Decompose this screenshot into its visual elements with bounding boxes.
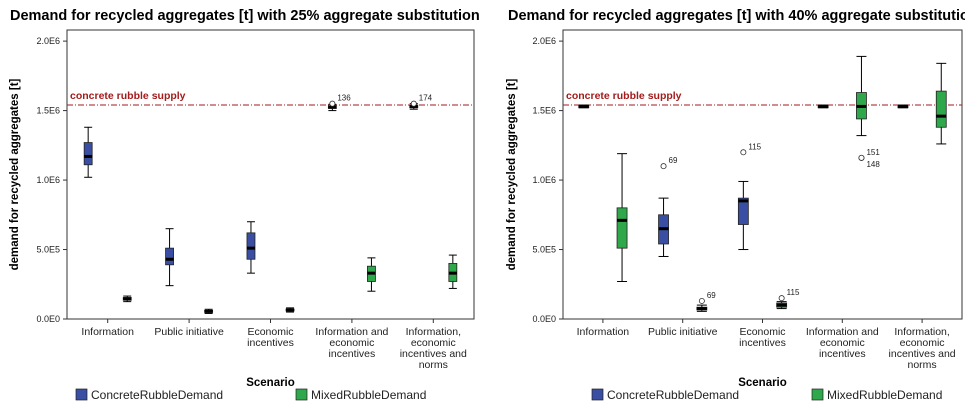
chart1-y-tick-label: 5.0E5 [36,245,60,255]
chart1-category-label: Information and [315,326,388,338]
chart2-outlier-label: 69 [707,291,716,300]
chart1-y-tick-label: 2.0E6 [36,36,60,46]
chart2-legend-label: MixedRubbleDemand [827,388,942,402]
chart1-legend-swatch-ConcreteRubbleDemand [75,388,88,401]
chart2-outlier-marker [778,295,785,302]
chart2-legend-swatch-ConcreteRubbleDemand [591,388,604,401]
chart2-outlier-label: 115 [748,142,761,151]
chart1-category-label: incentives [329,348,376,360]
chart-title-left: Demand for recycled aggregates [t] with … [10,8,480,24]
chart2-category-label: economic [900,337,945,349]
chart1-outlier-marker [329,100,336,107]
chart2-y-tick-label: 5.0E5 [532,245,556,255]
chart1-category-label: economic [411,337,456,349]
chart1-category-label: Economic [247,326,293,338]
chart1-y-tick-label: 1.0E6 [36,175,60,185]
chart2-outlier-label: 151 [866,148,880,157]
chart2-category-label: incentives and [889,348,956,360]
chart1-category-label: Information, [406,326,461,338]
chart2-category-label: incentives [819,348,866,360]
chart2-y-tick-label: 2.0E6 [532,36,556,46]
chart2-category-label: norms [908,359,937,371]
chart2-plot-frame [562,29,963,320]
chart1-category-label: Information [81,326,134,338]
chart1-legend-label: ConcreteRubbleDemand [91,388,223,402]
chart1-y-axis-title: demand for recycled aggregates [t] [9,78,21,270]
chart1-category-label: incentives [247,337,294,349]
chart1-box-ConcreteRubbleDemand [165,247,174,266]
chart2-y-tick-label: 0.0E0 [532,314,556,324]
chart1-category-label: norms [419,359,448,371]
chart2-category-label: Information and [806,326,879,338]
chart2-outlier-label: 69 [669,156,678,165]
chart2-category-label: Economic [739,326,785,338]
chart1-plot-frame [66,29,475,320]
chart1-legend-swatch-MixedRubbleDemand [295,388,308,401]
chart1-outlier-marker [410,100,417,107]
chart2-category-label: economic [820,337,865,349]
chart2-y-tick-label: 1.0E6 [532,175,556,185]
chart2-category-label: Information [577,326,630,338]
chart2-box-ConcreteRubbleDemand [737,197,749,225]
chart2-category-label: Information, [894,326,949,338]
chart1-y-tick-label: 0.0E0 [36,314,60,324]
chart1-box-ConcreteRubbleDemand [83,142,93,166]
chart1-category-label: economic [329,337,374,349]
chart2-y-tick-label: 1.5E6 [532,106,556,116]
chart2-x-axis-title: Scenario [738,377,787,389]
chart2-box-MixedRubbleDemand [616,207,628,249]
chart2-outlier-marker [858,154,865,161]
chart1-reference-line-label: concrete rubble supply [70,90,186,102]
chart2-outlier-marker [740,149,747,156]
chart2-outlier-label: 148 [866,160,880,169]
chart2-outlier-marker [660,163,667,170]
chart2-box-MixedRubbleDemand [935,90,947,128]
chart1-outlier-label: 174 [419,94,433,103]
chart2-legend-swatch-MixedRubbleDemand [811,388,824,401]
chart2-outlier-marker [698,297,705,304]
chart1-x-axis-title: Scenario [246,377,295,389]
chart1-category-label: incentives and [400,348,467,360]
chart2-reference-line-label: concrete rubble supply [566,90,682,102]
chart1-y-tick-label: 1.5E6 [36,106,60,116]
chart2-category-label: Public initiative [648,326,718,338]
chart1-legend-label: MixedRubbleDemand [311,388,426,402]
chart1-outlier-label: 136 [337,94,351,103]
chart-title-right: Demand for recycled aggregates [t] with … [508,8,965,24]
chart1-box-ConcreteRubbleDemand [246,232,256,260]
chart2-outlier-label: 115 [787,288,800,297]
chart2-y-axis-title: demand for recycled aggregates [t] [506,78,518,270]
chart1-category-label: Public initiative [154,326,224,338]
chart2-category-label: incentives [739,337,786,349]
chart2-legend-label: ConcreteRubbleDemand [607,388,739,402]
